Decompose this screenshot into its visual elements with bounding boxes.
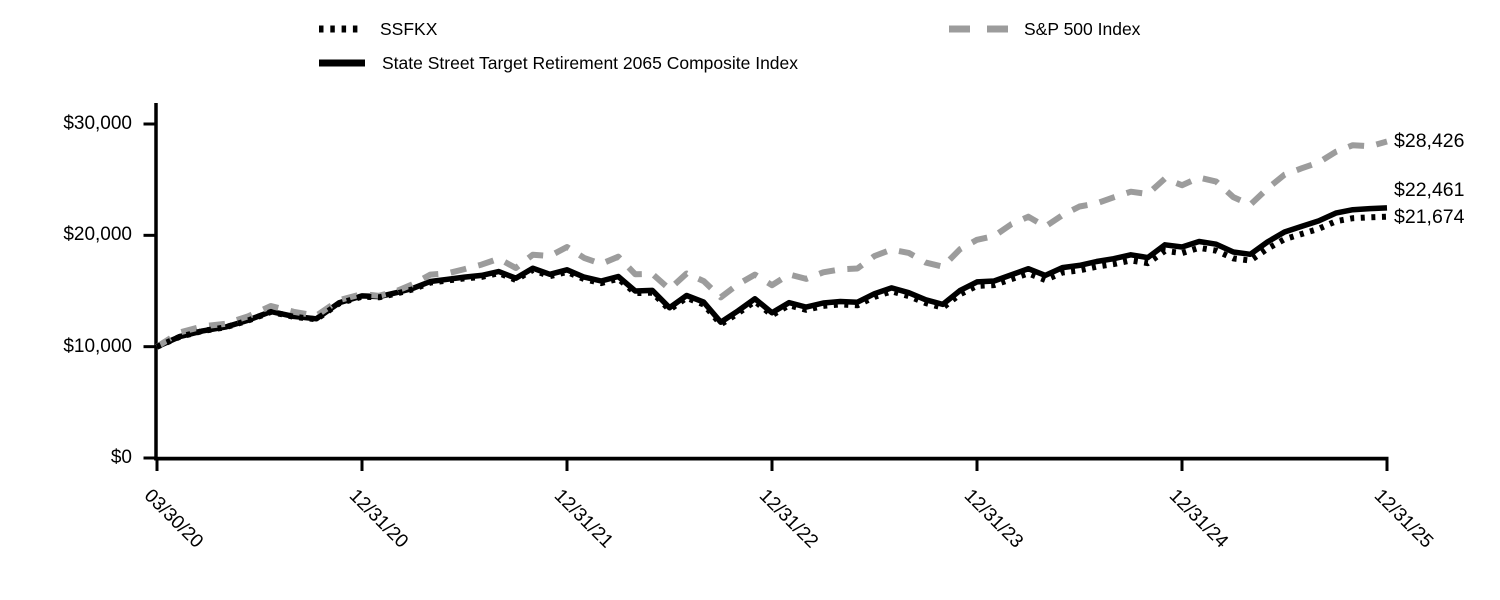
y-tick-label: $0	[110, 447, 132, 468]
end-value-label-ssfkx: $21,674	[1394, 206, 1465, 228]
end-value-label-composite-index: $22,461	[1394, 179, 1465, 201]
series-line-solid	[155, 205, 1388, 350]
end-value-label-sp500: $28,426	[1394, 130, 1465, 152]
dotted-line-swatch-icon	[319, 25, 364, 33]
legend-item-sp500: S&P 500 Index	[948, 17, 1140, 41]
y-tick-label: $30,000	[63, 113, 132, 134]
y-tick-label: $10,000	[63, 335, 132, 357]
legend-label-ssfkx: SSFKX	[380, 18, 438, 39]
y-tick-label: $20,000	[63, 224, 132, 246]
dashed-line-swatch-icon	[949, 25, 1008, 33]
legend-item-ssfkx: SSFKX	[318, 17, 437, 41]
series-line-dashed	[155, 138, 1388, 350]
legend-label-composite-index: State Street Target Retirement 2065 Comp…	[382, 52, 799, 73]
solid-line-swatch-icon	[319, 59, 365, 67]
legend-label-sp500: S&P 500 Index	[1024, 18, 1141, 39]
legend-item-composite-index: State Street Target Retirement 2065 Comp…	[318, 51, 798, 75]
